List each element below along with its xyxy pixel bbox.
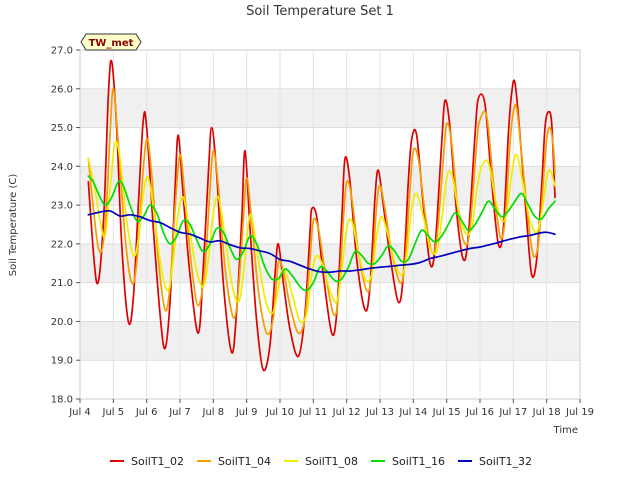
plot-area: [79, 49, 581, 400]
x-axis-label: Time: [553, 425, 578, 436]
series-line-soilt1-02: [87, 59, 556, 372]
x-tick-label: Jul 9: [235, 407, 258, 418]
y-tick-label: 20.0: [51, 317, 73, 328]
x-tick-label: Jul 18: [532, 407, 561, 418]
x-tick-label: Jul 8: [202, 407, 225, 418]
legend-label: SoilT1_04: [218, 455, 271, 468]
x-tick-label: Jul 13: [365, 407, 394, 418]
series-line-soilt1-04: [87, 87, 556, 336]
band: [80, 50, 580, 89]
series-line-soilt1-16: [87, 175, 556, 292]
y-tick-label: 19.0: [51, 356, 73, 367]
x-tick-label: Jul 17: [498, 407, 527, 418]
badge-shape: [80, 33, 142, 51]
band: [80, 127, 580, 167]
legend-label: SoilT1_08: [305, 455, 358, 468]
y-tick-label: 23.0: [51, 201, 73, 212]
badge-label: TW_met: [89, 38, 134, 49]
x-axis: Jul 4 Jul 5 Jul 6 Jul 7 Jul 8 Jul 9 Jul 10 Jul …: [68, 399, 594, 418]
y-axis-label: Soil Temperature (C): [8, 174, 19, 277]
band: [80, 166, 580, 206]
series-line-soilt1-32: [87, 209, 556, 274]
y-tick-label: 26.0: [51, 84, 73, 95]
series-line-soilt1-08: [87, 140, 556, 324]
station-badge: TW_met: [80, 33, 142, 51]
x-tick-label: Jul 10: [265, 407, 294, 418]
x-tick-label: Jul 6: [135, 407, 158, 418]
x-tick-label: Jul 19: [565, 407, 594, 418]
x-tick-label: Jul 14: [398, 407, 427, 418]
legend-label: SoilT1_02: [131, 455, 184, 468]
band: [80, 360, 580, 399]
x-tick-label: Jul 4: [68, 407, 91, 418]
x-tick-label: Jul 11: [298, 407, 327, 418]
y-tick-label: 25.0: [51, 123, 73, 134]
y-tick-label: 21.0: [51, 278, 73, 289]
series-lines: [87, 59, 556, 372]
y-tick-label: 18.0: [51, 395, 73, 406]
band: [80, 88, 580, 128]
x-tick-label: Jul 15: [432, 407, 461, 418]
legend-label: SoilT1_32: [479, 455, 532, 468]
x-tick-label: Jul 16: [465, 407, 494, 418]
legend: SoilT1_02 SoilT1_04 SoilT1_08 SoilT1_16 Soil…: [110, 455, 532, 468]
chart-title: Soil Temperature Set 1: [246, 4, 394, 19]
y-tick-label: 27.0: [51, 46, 73, 57]
legend-label: SoilT1_16: [392, 455, 445, 468]
x-tick-label: Jul 7: [168, 407, 191, 418]
y-tick-label: 22.0: [51, 239, 73, 250]
y-axis: 18.0 19.0 20.0 21.0 22.0 23.0 24.0 25.0 26.0 27.0: [51, 46, 80, 406]
y-tick-label: 24.0: [51, 162, 73, 173]
x-tick-label: Jul 12: [332, 407, 361, 418]
x-tick-label: Jul 5: [102, 407, 125, 418]
